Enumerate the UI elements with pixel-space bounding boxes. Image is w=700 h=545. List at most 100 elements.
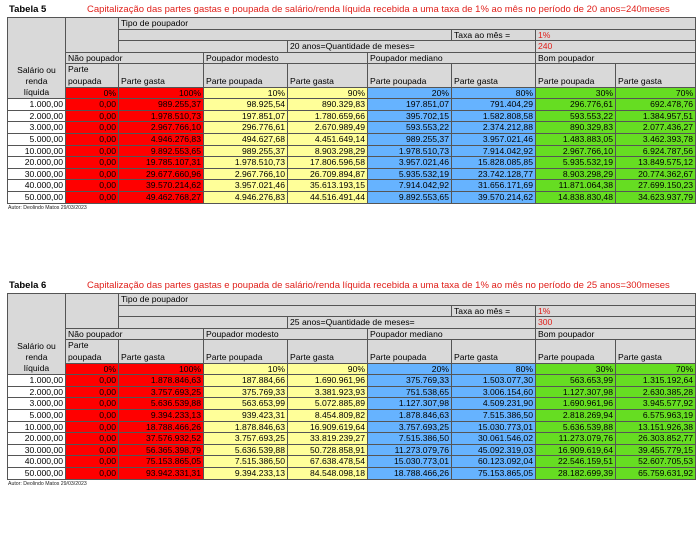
value-cell: 7.914.042,92: [451, 144, 536, 158]
value-cell: 0,00: [65, 144, 119, 158]
value-cell: 75.153.865,05: [451, 466, 536, 480]
value-cell: 3.462.393,78: [614, 132, 697, 146]
taxa-value: 1%: [534, 28, 697, 42]
value-cell: 0,00: [65, 443, 119, 457]
tabela-5: Tabela 5 Capitalização das partes gastas…: [7, 2, 697, 213]
value-cell: 1.582.808,58: [451, 109, 536, 123]
value-cell: 2.630.385,28: [614, 385, 697, 399]
value-cell: 0,00: [65, 455, 119, 468]
table-row: 3.000,00 0,00 2.967.766,10 296.776,61 2.670.…: [7, 121, 697, 134]
value-cell: 1.878.846,63: [118, 374, 204, 387]
value-cell: 7.515.386,50: [367, 432, 452, 445]
value-cell: 0,00: [65, 408, 119, 422]
table-row: 10.000,00 0,00 9.892.553,65 989.255,37 8.903…: [7, 144, 697, 158]
value-cell: 11.273.079,76: [367, 443, 452, 457]
table-row: 1.000,00 0,00 1.878.846,63 187.884,66 1.690.…: [7, 374, 697, 387]
salary-cell: 20.000,00: [7, 156, 66, 169]
value-cell: 11.871.064,38: [535, 179, 616, 192]
value-cell: 26.303.852,77: [614, 432, 697, 445]
value-cell: 0,00: [65, 374, 119, 387]
table-row: 3.000,00 0,00 5.636.539,88 563.653,99 5.072.…: [7, 397, 697, 410]
salary-label-line-1: Salário ou: [17, 65, 56, 76]
value-cell: 0,00: [65, 179, 119, 192]
value-cell: 593.553,22: [367, 121, 452, 134]
subheader-parte: Parte: [68, 340, 89, 351]
value-cell: 375.769,33: [367, 374, 452, 387]
salary-cell: 40.000,00: [7, 179, 66, 192]
periodo-value: 240: [534, 40, 697, 53]
salary-label-line-3: líquida: [23, 362, 50, 373]
value-cell: 1.878.846,63: [367, 408, 452, 422]
value-cell: 2.967.766,10: [203, 167, 288, 181]
value-cell: 30.061.546,02: [451, 432, 536, 445]
group-poupador-mediano: Poupador mediano: [367, 327, 536, 341]
tipo-poupador-header: Tipo de poupador: [117, 17, 697, 30]
value-cell: 0,00: [65, 385, 119, 399]
value-cell: 890.329,83: [535, 121, 616, 134]
salary-cell: 1.000,00: [7, 374, 66, 387]
capitalization-table: Salário ou renda líquida Tipo de poupado…: [7, 16, 697, 204]
value-cell: 39.570.214,62: [451, 190, 536, 204]
value-cell: 1.127.307,98: [367, 397, 452, 410]
value-cell: 31.656.171,69: [451, 179, 536, 192]
value-cell: 4.451.649,14: [287, 132, 368, 146]
value-cell: 35.613.193,15: [287, 179, 368, 192]
value-cell: 1.384.957,51: [614, 109, 697, 123]
value-cell: 692.478,76: [614, 98, 697, 111]
salary-label-line-2: renda: [25, 351, 48, 362]
table-row: 30.000,00 0,00 56.365.398,79 5.636.539,88 50…: [7, 443, 697, 457]
value-cell: 23.742.128,77: [451, 167, 536, 181]
value-cell: 39.570.214,62: [118, 179, 204, 192]
value-cell: 0,00: [65, 167, 119, 181]
subheader-gasta-1: Parte gasta: [118, 75, 204, 88]
value-cell: 0,00: [65, 397, 119, 410]
value-cell: 3.957.021,46: [451, 132, 536, 146]
group-bom-poupador: Bom poupador: [534, 327, 697, 341]
value-cell: 1.978.510,73: [367, 144, 452, 158]
value-cell: 791.404,29: [451, 98, 536, 111]
value-cell: 16.909.619,64: [287, 420, 368, 434]
percent-cell: 20%: [367, 362, 452, 376]
tipo-poupador-header: Tipo de poupador: [117, 293, 697, 306]
value-cell: 3.757.693,25: [118, 385, 204, 399]
value-cell: 1.978.510,73: [203, 156, 288, 169]
subheader-poupada-4: Parte poupada: [535, 351, 616, 364]
value-cell: 1.690.961,96: [287, 374, 368, 387]
value-cell: 5.636.539,88: [535, 420, 616, 434]
value-cell: 4.509.231,90: [451, 397, 536, 410]
subheader-gasta-4: Parte gasta: [614, 351, 697, 364]
value-cell: 1.878.846,63: [203, 420, 288, 434]
salary-cell: 50.000,00: [7, 190, 66, 204]
table-row: 20.000,00 0,00 19.785.107,31 1.978.510,73 17…: [7, 156, 697, 169]
salary-cell: 3.000,00: [7, 397, 66, 410]
salary-cell: 10.000,00: [7, 420, 66, 434]
value-cell: 7.515.386,50: [451, 408, 536, 422]
value-cell: 2.967.766,10: [535, 144, 616, 158]
subheader-gasta-2: Parte gasta: [287, 351, 368, 364]
value-cell: 0,00: [65, 190, 119, 204]
value-cell: 44.516.491,44: [287, 190, 368, 204]
subheader-cell: Parte: [65, 339, 119, 352]
value-cell: 28.182.699,39: [535, 466, 616, 480]
author-note: Autor: Deolindo Matos 29/03/2023: [8, 204, 87, 211]
value-cell: 4.946.276,83: [203, 190, 288, 204]
value-cell: 563.653,99: [535, 374, 616, 387]
subheader-poupada-2: Parte poupada: [203, 351, 288, 364]
group-bom-poupador: Bom poupador: [534, 51, 697, 65]
value-cell: 75.153.865,05: [118, 455, 204, 468]
percent-cell: 30%: [535, 86, 616, 100]
salary-label-line-3: líquida: [23, 86, 50, 97]
value-cell: 34.623.937,79: [614, 190, 697, 204]
salary-label-line-2: renda: [25, 75, 48, 86]
percent-cell: 90%: [287, 362, 368, 376]
salary-header-cell: Salário ou renda líquida: [7, 292, 66, 376]
value-cell: 751.538,65: [367, 385, 452, 399]
value-cell: 49.462.768,27: [118, 190, 204, 204]
table-row: 40.000,00 0,00 75.153.865,05 7.515.386,50 67…: [7, 455, 697, 468]
value-cell: 296.776,61: [203, 121, 288, 134]
table-row: 20.000,00 0,00 37.576.932,52 3.757.693,25 33…: [7, 432, 697, 445]
value-cell: 5.935.532,19: [535, 156, 616, 169]
value-cell: 1.315.192,64: [614, 374, 697, 387]
table-title: Capitalização das partes gastas e poupad…: [87, 4, 670, 15]
value-cell: 4.946.276,83: [118, 132, 204, 146]
